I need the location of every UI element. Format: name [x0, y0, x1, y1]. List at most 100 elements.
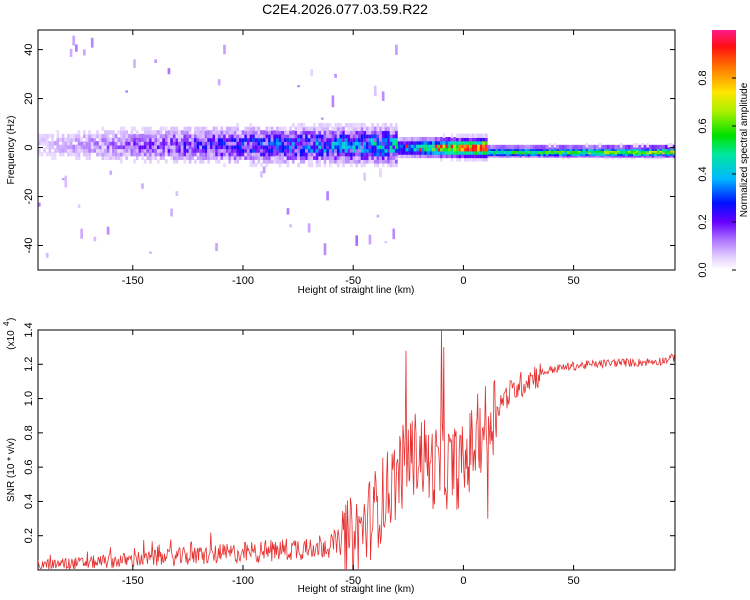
spectrogram-cell [77, 155, 81, 160]
spectrogram-cell [294, 151, 298, 157]
spectrogram-cell [96, 148, 99, 153]
spectrogram-cell [384, 159, 388, 164]
spectrogram-cell [379, 155, 382, 160]
spectrogram-cell [220, 155, 224, 160]
spectrogram-cell [273, 148, 277, 153]
spectrogram-cell [106, 130, 110, 135]
spectrogram-cell [154, 137, 158, 142]
spectrogram-cell [172, 130, 176, 135]
spectrogram-cell [395, 130, 398, 135]
spectrogram-cell [286, 130, 290, 135]
spectrogram-noise-cell [376, 214, 380, 218]
spectrogram-cell [397, 150, 401, 155]
spectrogram-cell [228, 137, 232, 142]
spectrogram-cell [323, 126, 327, 132]
spectrogram-cell [130, 137, 134, 142]
spectrogram-cell [207, 141, 210, 146]
spectrogram-cell [323, 162, 327, 168]
spectrogram-cell [220, 141, 224, 146]
spectrogram-cell [254, 133, 258, 139]
spectrogram-cell [360, 151, 364, 157]
spectrogram-cell [477, 150, 480, 155]
spectrogram-cell [162, 141, 165, 146]
spectrogram-cell [278, 144, 282, 150]
spectrogram-cell [199, 151, 202, 157]
spectrogram-cell [252, 162, 255, 168]
spectrogram-cell [178, 151, 181, 157]
spectrogram-noise-cell [125, 90, 128, 93]
spectrogram-cell [260, 144, 263, 150]
spectrogram-cell [133, 148, 136, 153]
spectrogram-cell [408, 147, 411, 152]
spectrogram-cell [114, 137, 118, 142]
spectrogram-cell [133, 159, 136, 164]
spectrogram-cell [207, 133, 210, 139]
spectrogram-noise-cell [334, 73, 337, 78]
spectrogram-cell [289, 148, 292, 153]
spectrogram-cell [545, 144, 549, 150]
spectrogram-cell [180, 130, 184, 135]
spectrogram-cell [416, 150, 419, 155]
spectrogram-noise-cell [72, 35, 76, 46]
spectrogram-cell [64, 141, 68, 146]
spectrogram-cell [492, 144, 496, 150]
spectrogram-cell [270, 130, 274, 135]
spectrogram-cell [313, 130, 316, 135]
spectrogram-cell [360, 144, 364, 150]
spectrogram-cell [170, 141, 173, 146]
spectrogram-cell [387, 133, 390, 139]
spectrogram-cell [278, 137, 282, 142]
spectrogram-noise-cell [80, 228, 83, 239]
spectrogram-cell [347, 155, 351, 160]
spectrogram-cell [336, 148, 340, 153]
spectrogram-cell [106, 148, 110, 153]
spectrogram-cell [236, 144, 240, 150]
spectrogram-cell [164, 144, 168, 150]
spectrogram-cell [236, 126, 240, 132]
spectrogram-cell [149, 144, 152, 150]
spectrogram-cell [302, 126, 306, 132]
spectrogram-cell [170, 151, 173, 157]
spectrogram-cell [297, 123, 300, 128]
spectrogram-cell [265, 144, 269, 150]
spectrogram-cell [157, 133, 160, 139]
spectrogram-cell [392, 155, 396, 160]
spectrogram-cell [455, 153, 459, 159]
colorbar-gradient [712, 30, 736, 270]
spectrogram-cell [321, 130, 324, 135]
spectrogram-cell [463, 133, 467, 138]
spectrogram-cell [461, 153, 464, 159]
spectrogram-cell [318, 144, 322, 150]
spectrogram-cell [223, 151, 226, 157]
spectrogram-cell [572, 144, 575, 150]
spectrogram-cell [421, 147, 425, 152]
spectrogram-cell [212, 137, 216, 142]
spectrogram-cell [67, 151, 70, 157]
spectrogram-cell [434, 147, 438, 152]
spectrogram-cell [186, 151, 189, 157]
spectrogram-cell [474, 147, 478, 152]
spectrogram-cell [146, 151, 150, 157]
spectrogram-cell [196, 137, 200, 142]
spectrogram-cell [217, 137, 221, 142]
spectrogram-cell [138, 133, 142, 139]
spectrogram-cell [371, 144, 374, 150]
spectrogram-cell [350, 151, 353, 157]
spectrogram-cell [347, 130, 351, 135]
x-tick-label: 50 [567, 575, 579, 587]
spectrogram-cell [440, 143, 443, 149]
spectrogram-cell [72, 137, 76, 142]
spectrogram-cell [281, 130, 284, 135]
spectrogram-cell [172, 126, 176, 132]
spectrogram-cell [445, 136, 448, 142]
spectrogram-cell [276, 141, 279, 146]
spectrogram-cell [453, 153, 456, 159]
spectrogram-cell [278, 148, 282, 153]
spectrogram-cell [143, 159, 147, 164]
spectrogram-cell [220, 151, 224, 157]
spectrogram-cell [135, 130, 139, 135]
spectrogram-cell [201, 137, 205, 142]
spectrogram-cell [138, 137, 142, 142]
spectrogram-cell [51, 133, 54, 139]
spectrogram-cell [239, 141, 242, 146]
